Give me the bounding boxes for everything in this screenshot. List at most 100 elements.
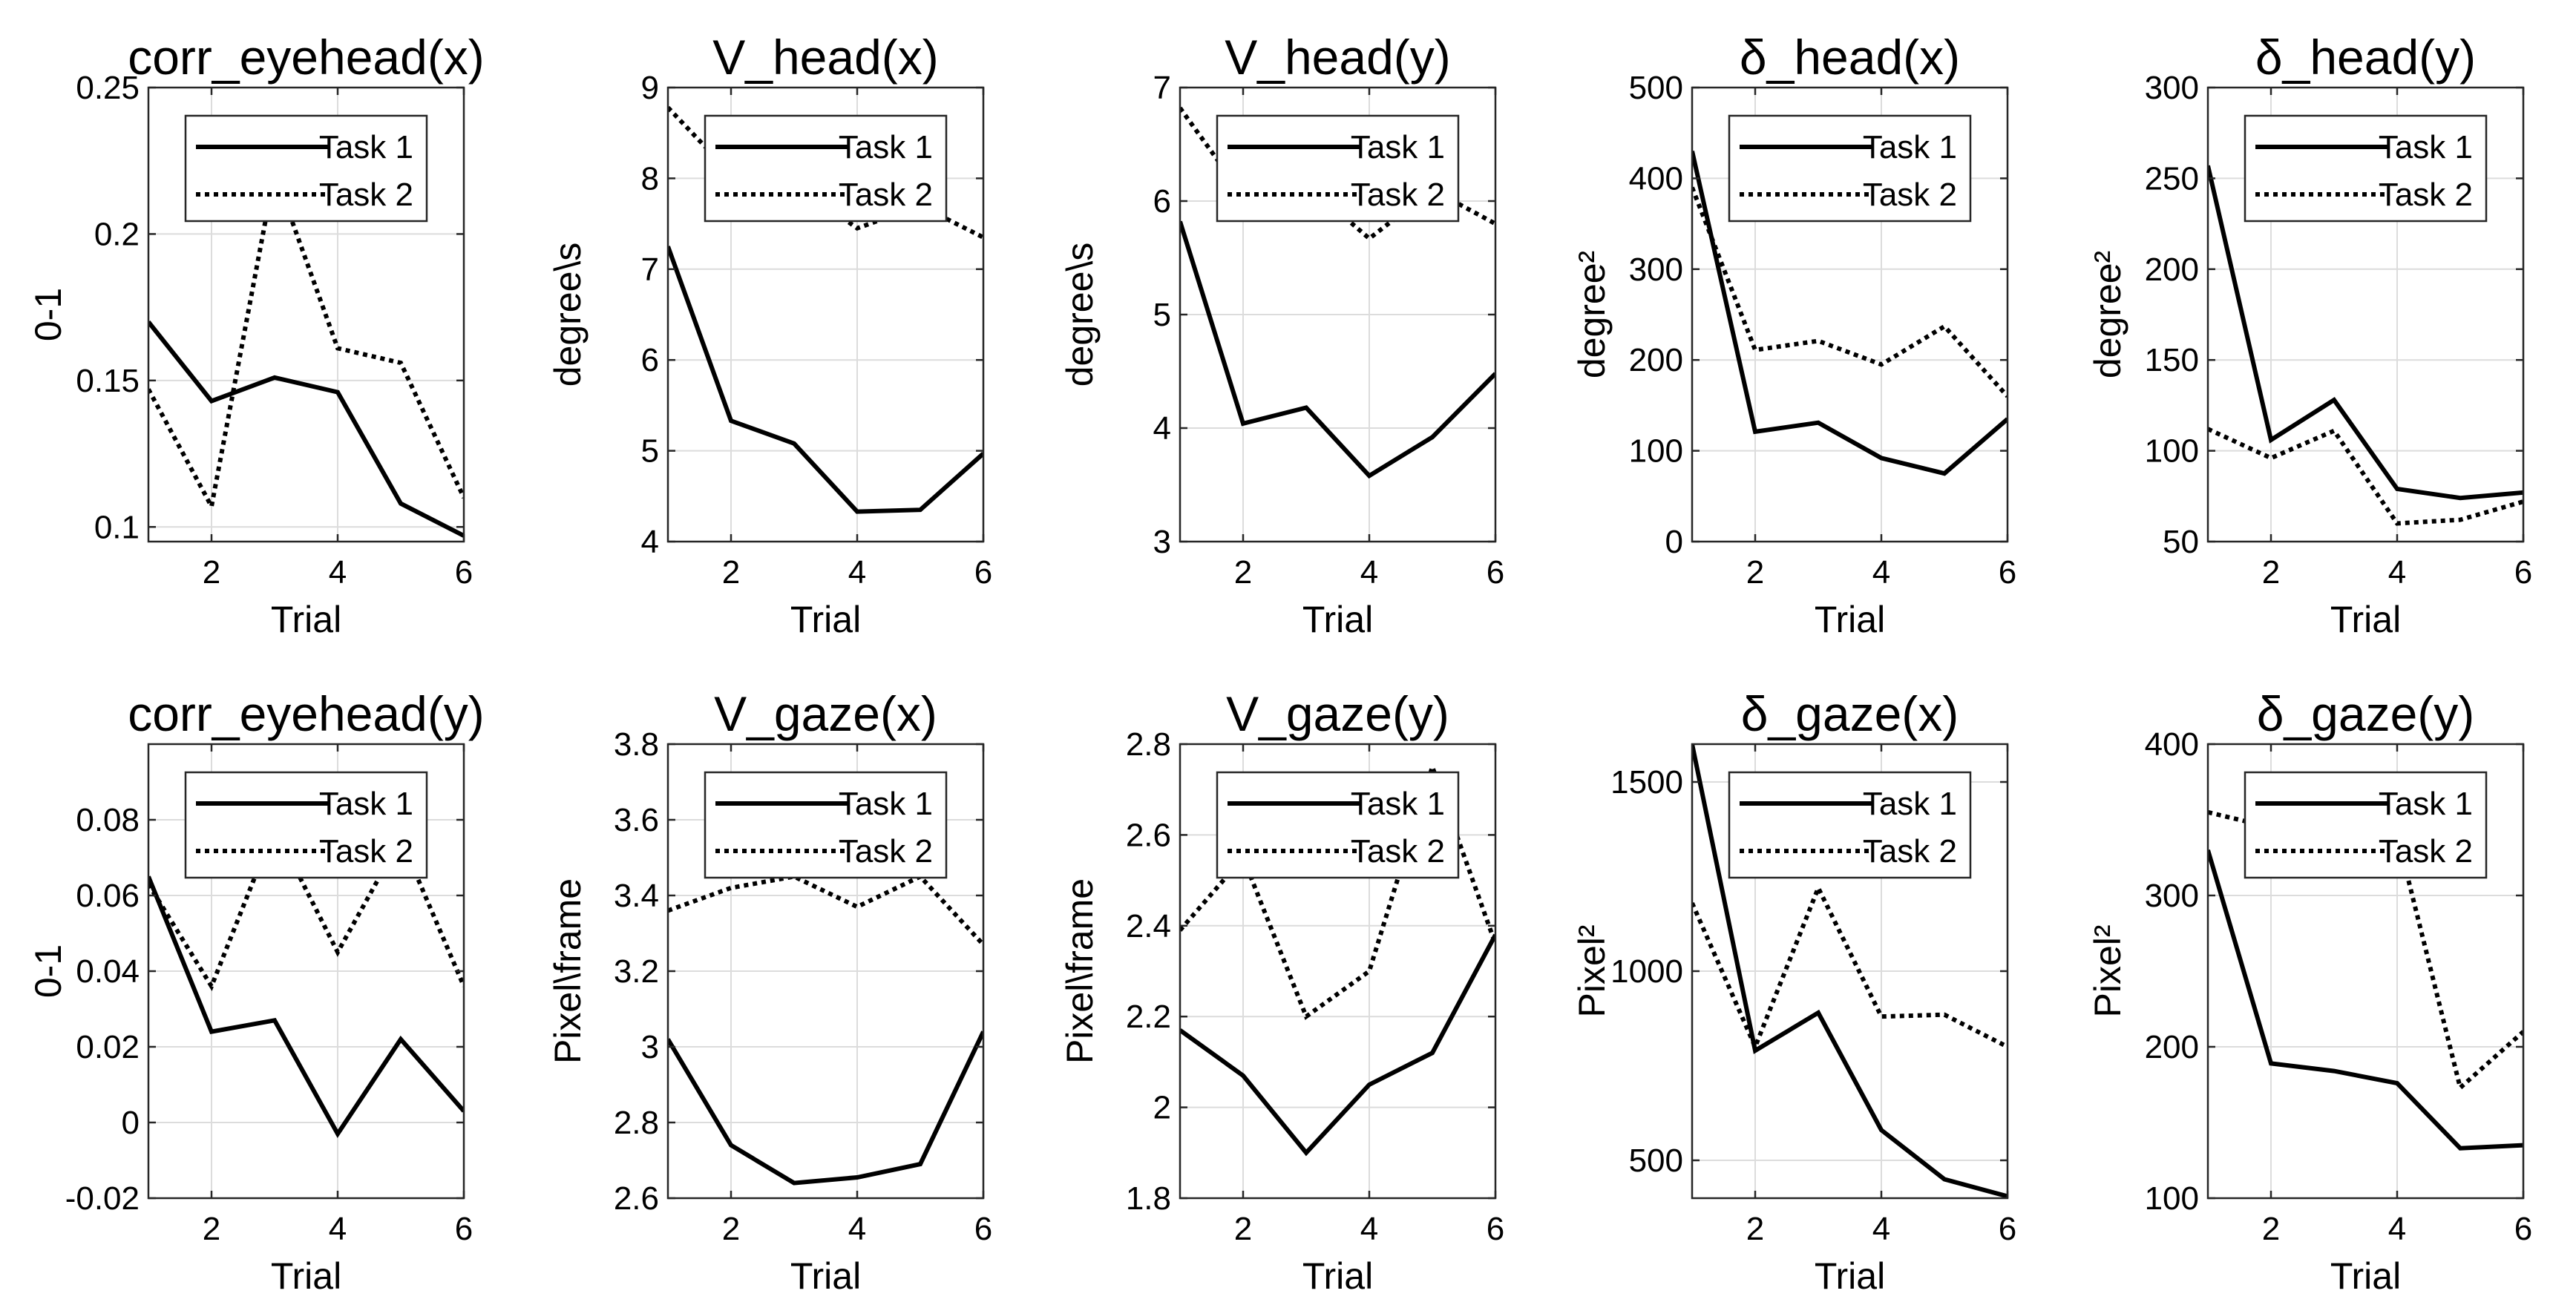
y-tick-label: 3.4: [614, 878, 659, 914]
x-tick-label: 6: [1487, 554, 1504, 591]
y-tick-label: 2: [1153, 1090, 1171, 1126]
y-axis-label: Pixel\frame: [1059, 878, 1101, 1064]
x-tick-label: 2: [2262, 1211, 2280, 1247]
x-tick-label: 2: [203, 1211, 220, 1247]
chart-title: V_head(y): [1225, 30, 1451, 85]
y-tick-label: 200: [2145, 252, 2199, 288]
legend-label: Task 1: [319, 129, 413, 165]
x-axis-label: Trial: [1302, 1255, 1373, 1297]
x-tick-label: 4: [1872, 554, 1890, 591]
x-tick-label: 2: [1746, 1211, 1764, 1247]
y-tick-label: 2.8: [614, 1105, 659, 1141]
chart-title: δ_head(x): [1740, 30, 1960, 85]
y-tick-label: 1500: [1610, 764, 1683, 801]
x-tick-label: 4: [1360, 554, 1378, 591]
y-tick-label: 1000: [1610, 953, 1683, 990]
y-tick-label: 0.1: [94, 509, 140, 545]
y-tick-label: 400: [1629, 160, 1683, 197]
x-tick-label: 2: [203, 554, 220, 591]
y-axis-label: degree\s: [547, 243, 589, 387]
y-tick-label: 6: [1153, 183, 1171, 220]
series-line-task-1: [2208, 849, 2523, 1151]
series-line-task-1: [1180, 220, 1495, 479]
y-tick-label: 100: [2145, 1180, 2199, 1217]
series-line-task-1: [1692, 151, 2008, 476]
y-tick-label: 400: [2145, 726, 2199, 763]
legend-label: Task 1: [319, 786, 413, 822]
series-line-task-2: [1692, 186, 2008, 398]
x-tick-label: 4: [329, 1211, 347, 1247]
chart-title: corr_eyehead(x): [128, 30, 485, 85]
y-tick-label: 3: [1153, 524, 1171, 560]
y-tick-label: 5: [1153, 297, 1171, 333]
x-tick-label: 6: [1999, 1211, 2016, 1247]
y-axis-label: Pixel\frame: [547, 878, 589, 1064]
subplot-7: 2 4 6 2.6 2.8 3 3.2 3.4 3.6 3.8 Trial Pixel\frame V_…: [547, 686, 992, 1297]
y-tick-label: 4: [641, 524, 659, 560]
axes-box: [666, 86, 985, 543]
y-tick-label: 0: [122, 1105, 140, 1141]
legend-label: Task 2: [1863, 833, 1957, 870]
x-tick-label: 4: [2388, 554, 2406, 591]
y-axis-label: 0-1: [27, 288, 69, 341]
y-tick-label: 0.2: [94, 216, 140, 252]
legend-label: Task 1: [1863, 129, 1957, 165]
subplot-3: 2 4 6 3 4 5 6 7 Trial degree\s V_head(y) Task 1 Task…: [1059, 30, 1504, 640]
x-tick-label: 6: [1999, 554, 2016, 591]
x-tick-label: 6: [455, 554, 473, 591]
y-tick-label: 0.06: [76, 878, 140, 914]
series-line-task-1: [668, 246, 983, 514]
x-axis-label: Trial: [2330, 599, 2401, 640]
y-tick-label: 0: [1665, 524, 1683, 560]
y-tick-label: 0.15: [76, 363, 140, 399]
y-axis-label: Pixel²: [1571, 924, 1613, 1017]
y-tick-label: 3: [641, 1029, 659, 1065]
subplot-2: 2 4 6 4 5 6 7 8 9 Trial degree\s V_head(x) Task 1 Tas…: [547, 30, 992, 640]
legend-box: [2244, 771, 2488, 879]
chart-title: δ_gaze(x): [1741, 686, 1959, 741]
x-tick-label: 6: [974, 554, 992, 591]
subplot-5: 2 4 6 50 100 150 200 250 300 Trial degree² δ_head(y…: [2087, 30, 2532, 640]
legend-label: Task 1: [839, 786, 933, 822]
x-tick-label: 2: [1746, 554, 1764, 591]
y-tick-label: 0.02: [76, 1029, 140, 1065]
x-tick-label: 6: [2514, 1211, 2532, 1247]
series-line-task-1: [1692, 744, 2008, 1198]
series-line-task-2: [1692, 882, 2008, 1053]
y-tick-label: 100: [2145, 433, 2199, 470]
y-axis-label: Pixel²: [2087, 924, 2128, 1017]
x-tick-label: 6: [1487, 1211, 1504, 1247]
y-axis-label: degree\s: [1059, 243, 1101, 387]
legend-label: Task 2: [319, 833, 413, 870]
y-tick-label: 250: [2145, 160, 2199, 197]
legend-label: Task 2: [1351, 833, 1445, 870]
x-tick-label: 2: [1234, 554, 1252, 591]
y-tick-label: 300: [2145, 70, 2199, 106]
series-line-task-1: [2208, 165, 2523, 501]
legend-label: Task 2: [839, 833, 933, 870]
legend-label: Task 1: [1351, 786, 1445, 822]
legend-label: Task 2: [319, 177, 413, 213]
legend-label: Task 2: [839, 177, 933, 213]
y-tick-label: 300: [1629, 252, 1683, 288]
x-axis-label: Trial: [271, 599, 341, 640]
x-tick-label: 4: [848, 1211, 866, 1247]
legend-label: Task 1: [1863, 786, 1957, 822]
subplot-8: 2 4 6 1.8 2 2.2 2.4 2.6 2.8 Trial Pixel\frame V_gaz…: [1059, 686, 1504, 1297]
legend-label: Task 2: [2379, 833, 2473, 870]
chart-title: V_gaze(y): [1226, 686, 1449, 741]
x-axis-label: Trial: [2330, 1255, 2401, 1297]
y-tick-label: 0.04: [76, 953, 140, 990]
legend-box: [1216, 114, 1460, 223]
y-tick-label: 2.6: [614, 1180, 659, 1217]
series-line-task-1: [668, 1030, 983, 1186]
legend-label: Task 2: [1863, 177, 1957, 213]
chart-title: δ_gaze(y): [2257, 686, 2475, 741]
y-tick-label: 8: [641, 160, 659, 197]
x-tick-label: 6: [974, 1211, 992, 1247]
legend-label: Task 1: [2379, 786, 2473, 822]
legend-label: Task 2: [1351, 177, 1445, 213]
y-tick-label: 3.8: [614, 726, 659, 763]
x-axis-label: Trial: [790, 1255, 861, 1297]
